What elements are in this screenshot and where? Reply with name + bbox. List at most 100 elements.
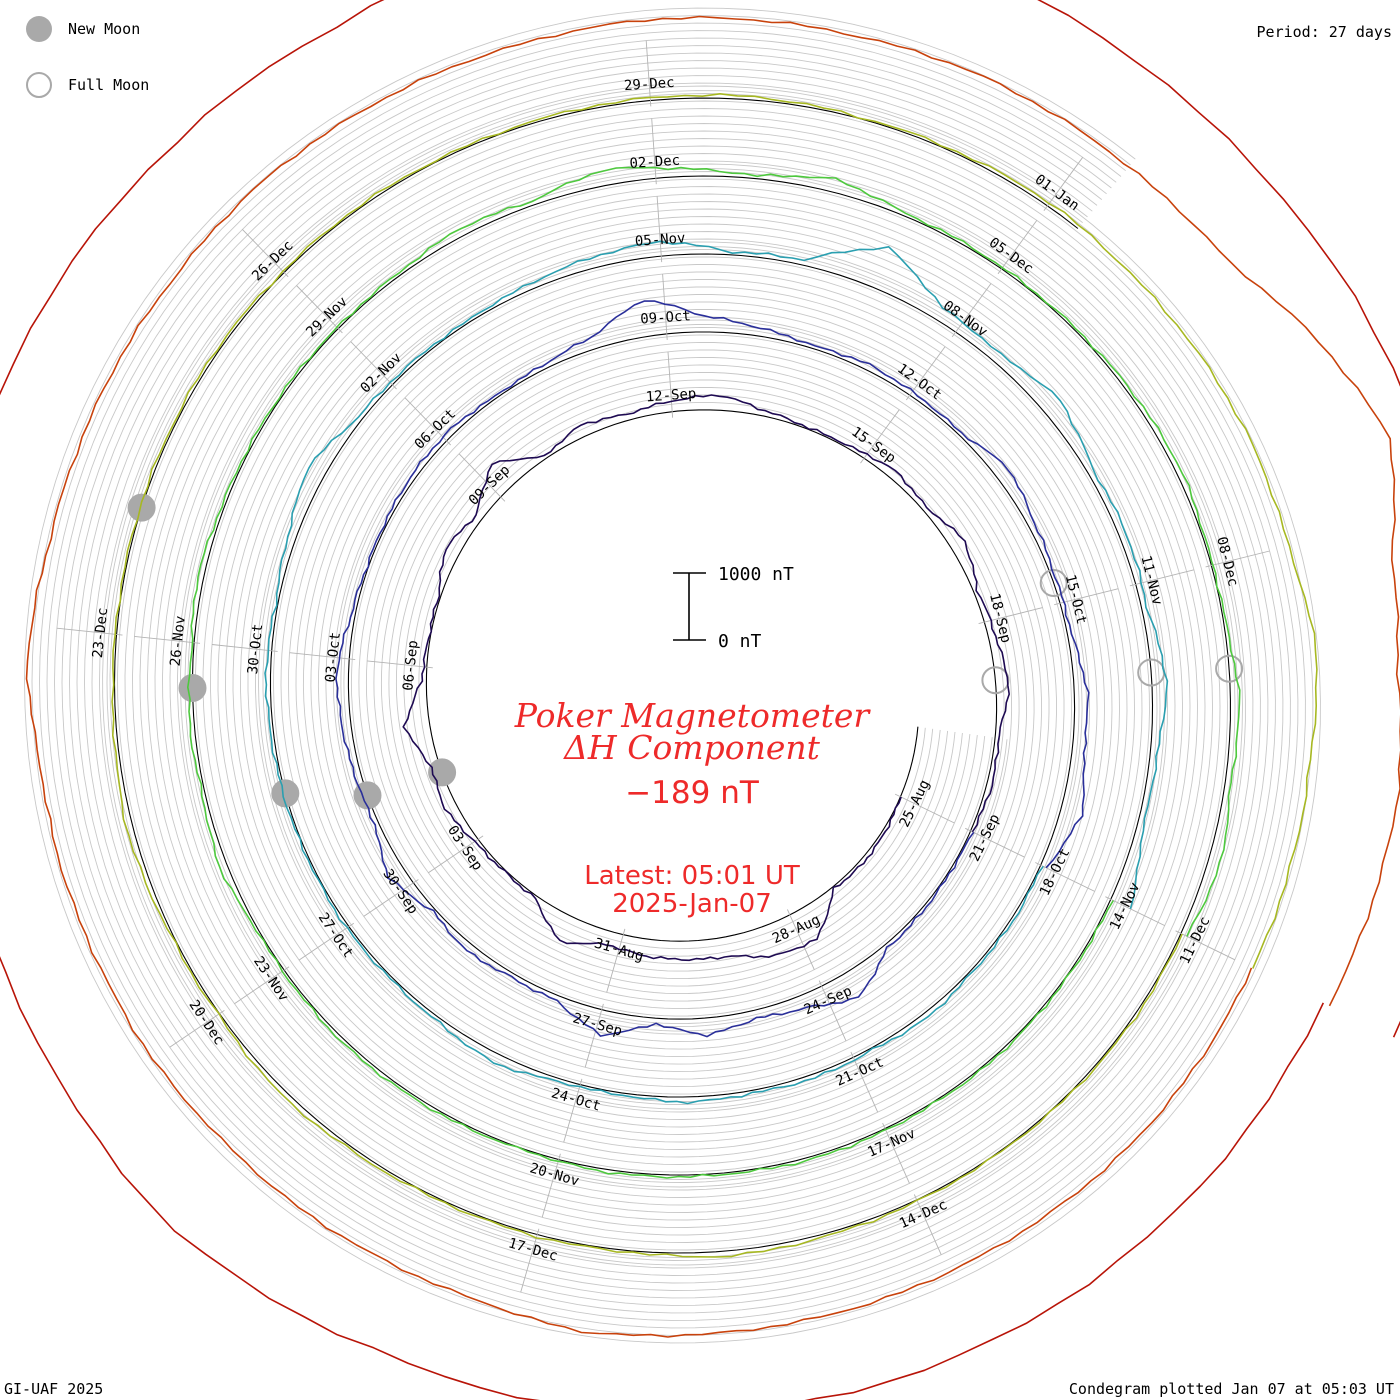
scale-bar: 1000 nT 0 nT	[673, 564, 794, 652]
date-label: 26-Nov	[168, 615, 189, 667]
grid-ring	[54, 37, 1291, 1314]
date-spoke	[296, 285, 343, 334]
date-label: 03-Oct	[323, 631, 344, 683]
date-spoke	[289, 652, 356, 661]
series-trace	[111, 93, 1318, 1258]
date-spoke	[169, 1010, 225, 1048]
date-spoke	[1105, 896, 1165, 927]
date-label: 11-Nov	[1137, 554, 1165, 607]
grid-ring	[106, 90, 1239, 1261]
full-moon-icon	[981, 666, 1010, 695]
date-spoke	[1054, 588, 1119, 606]
series-trace	[335, 300, 1090, 1038]
date-spoke	[656, 196, 663, 263]
date-label: 08-Nov	[940, 298, 990, 341]
date-spoke	[978, 607, 1043, 625]
date-label: 05-Nov	[634, 230, 686, 249]
moon-markers	[127, 493, 1244, 810]
full-moon-icon	[26, 72, 52, 98]
grid-ring	[99, 82, 1246, 1269]
chart-subtitle: ΔH Component	[562, 728, 821, 767]
date-spoke	[211, 644, 278, 652]
date-spoke	[850, 1051, 879, 1113]
new-moon-icon	[26, 16, 52, 42]
date-spoke	[997, 220, 1038, 275]
date-spoke	[363, 879, 419, 917]
new-moon-icon	[127, 493, 156, 522]
series-trace	[25, 15, 1400, 1338]
new-moon-icon	[178, 674, 207, 702]
date-label: 06-Sep	[400, 640, 421, 692]
date-spoke	[134, 635, 201, 644]
grid-ring	[91, 75, 1254, 1276]
grid-ring	[84, 67, 1261, 1284]
series-trace	[402, 394, 1010, 962]
date-spoke	[563, 1078, 583, 1143]
date-spoke	[882, 1122, 910, 1184]
current-value: −189 nT	[625, 775, 760, 811]
date-spoke	[606, 928, 626, 993]
date-label: 05-Dec	[986, 235, 1036, 278]
date-spoke	[818, 980, 847, 1042]
legend-new-moon: New Moon	[26, 14, 140, 44]
date-label: 03-Sep	[444, 823, 486, 874]
grid-ring	[69, 52, 1276, 1299]
chart-title: Poker Magnetometer	[514, 696, 872, 735]
date-label: 29-Dec	[624, 75, 676, 94]
date-label: 08-Dec	[1213, 535, 1241, 588]
date-label: 27-Sep	[571, 1010, 624, 1039]
date-spoke	[651, 118, 657, 185]
legend-full-moon: Full Moon	[26, 70, 149, 100]
date-label: 09-Oct	[640, 308, 692, 327]
date-spoke	[965, 827, 1025, 858]
date-spoke	[458, 453, 506, 502]
plotted-timestamp: Condegram plotted Jan 07 at 05:03 UT	[1068, 1380, 1394, 1398]
date-spoke	[367, 660, 433, 669]
grid-ring	[113, 97, 1231, 1254]
legend-new-moon-label: New Moon	[68, 20, 141, 38]
date-spoke	[894, 793, 955, 824]
series-trace	[264, 240, 1169, 1105]
date-label: 25-Aug	[897, 777, 934, 829]
date-spoke	[951, 283, 992, 338]
date-spoke	[298, 922, 355, 961]
ring-grid	[24, 7, 1321, 1344]
grid-ring	[31, 15, 1314, 1336]
date-spoke	[241, 228, 289, 278]
date-spoke	[662, 273, 668, 340]
date-label: 12-Sep	[645, 386, 697, 405]
date-label: 31-Aug	[592, 935, 645, 964]
date-spoke	[645, 40, 652, 107]
credit-label: GI-UAF 2025	[4, 1380, 104, 1398]
date-spoke	[786, 909, 815, 970]
scale-top-label: 1000 nT	[718, 564, 794, 585]
date-label: 02-Dec	[629, 153, 681, 172]
scale-bottom-label: 0 nT	[718, 631, 762, 652]
date-spoke	[234, 966, 290, 1005]
grid-ring	[61, 45, 1284, 1306]
date-spoke	[1035, 862, 1095, 892]
date-spoke	[667, 351, 674, 418]
date-spoke	[584, 1003, 604, 1068]
date-spoke	[913, 1194, 942, 1255]
date-spoke	[1205, 550, 1270, 568]
full-moon-icon	[1215, 654, 1244, 683]
grid-ring	[76, 60, 1269, 1291]
period-label: Period: 27 days	[1256, 23, 1392, 41]
date-spoke	[428, 835, 484, 874]
date-spoke	[1175, 930, 1236, 961]
date-spoke	[350, 341, 397, 390]
date-label: 28-Aug	[770, 912, 823, 947]
grid-ring	[46, 30, 1299, 1321]
date-label: 23-Dec	[90, 607, 111, 659]
date-spoke	[520, 1228, 540, 1293]
latest-time: Latest: 05:01 UT	[584, 861, 800, 891]
grid-ring	[24, 7, 1321, 1344]
date-spoke	[541, 1153, 561, 1218]
legend-full-moon-label: Full Moon	[68, 76, 150, 94]
date-spoke	[1043, 157, 1084, 211]
new-moon-icon	[271, 779, 300, 808]
